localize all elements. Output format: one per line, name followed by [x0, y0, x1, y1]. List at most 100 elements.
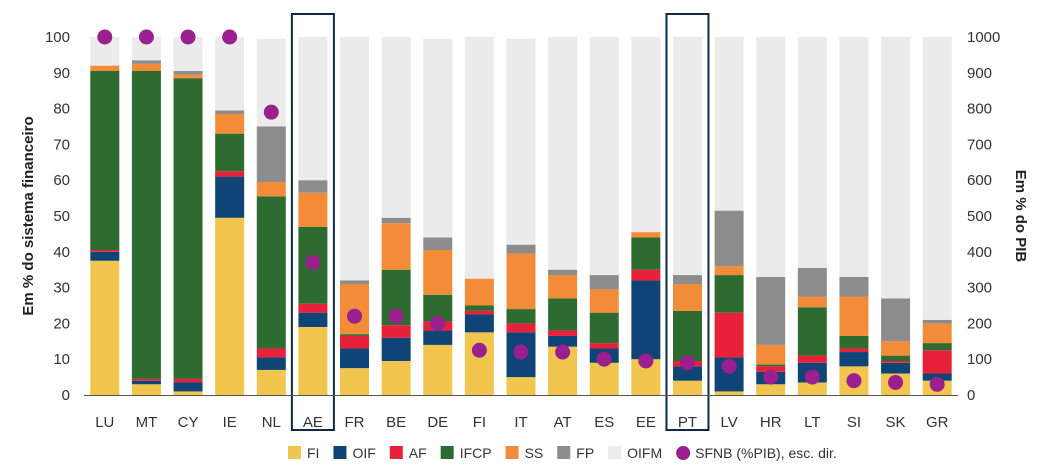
bar-oifm-si — [839, 37, 869, 277]
point-sfnb-mt — [138, 29, 154, 45]
legend: FI OIF AF IFCP SS FP OIFM SFNB (%PIB), esc. dir… — [288, 445, 837, 461]
bar-af-be — [381, 325, 411, 338]
bar-oif-fi — [464, 314, 494, 333]
legend-label: SFNB (%PIB), esc. dir. — [695, 445, 837, 461]
bar-af-ee — [631, 269, 661, 281]
bar-fp-de — [423, 237, 453, 251]
bar-ss-fi — [464, 278, 494, 306]
x-tick-label: SK — [886, 414, 906, 431]
bar-ifcp-at — [548, 298, 578, 331]
bar-ss-nl — [256, 181, 286, 197]
bar-fp-at — [548, 269, 578, 276]
bar-oif-cy — [173, 382, 203, 392]
bar-oifm-de — [423, 38, 453, 238]
bar-ss-lu — [90, 65, 120, 72]
point-sfnb-lu — [97, 29, 113, 45]
y2-tick-label: 800 — [967, 101, 992, 118]
bar-oifm-fr — [340, 37, 370, 281]
bar-ss-pt — [672, 284, 702, 311]
bar-af-mt — [131, 378, 161, 381]
bar-fp-be — [381, 217, 411, 224]
point-sfnb-hr — [763, 369, 779, 385]
y2-tick-label: 600 — [967, 172, 992, 189]
point-sfnb-ae — [305, 255, 321, 271]
bar-af-ie — [215, 171, 245, 177]
y-tick-label: 80 — [53, 101, 70, 118]
x-tick-label: LV — [720, 414, 737, 431]
bar-ss-sk — [881, 341, 911, 356]
bar-af-si — [839, 348, 869, 353]
y-tick-label: 20 — [53, 315, 70, 332]
point-sfnb-sk — [888, 374, 904, 390]
bar-fi-cy — [173, 391, 203, 395]
bar-oif-fr — [340, 348, 370, 369]
bar-oif-ee — [631, 280, 661, 360]
point-sfnb-be — [388, 308, 404, 324]
x-tick-label: DE — [427, 414, 448, 431]
bar-oifm-sk — [881, 37, 911, 299]
legend-item-ss: SS — [505, 445, 543, 461]
bar-oifm-gr — [922, 37, 952, 320]
bar-ss-lt — [797, 296, 827, 308]
highlight-box-pt — [665, 13, 710, 431]
bar-ss-hr — [756, 344, 786, 365]
bar-fp-lv — [714, 210, 744, 267]
point-sfnb-lt — [804, 369, 820, 385]
y-tick-label: 90 — [53, 65, 70, 82]
x-tick-label: FR — [345, 414, 365, 431]
bar-ifcp-gr — [922, 343, 952, 351]
legend-swatch — [557, 446, 571, 459]
highlight-layer — [290, 13, 710, 431]
point-sfnb-de — [430, 315, 446, 331]
x-tick-label: HR — [760, 414, 782, 431]
bar-fp-mt — [131, 60, 161, 64]
point-sfnb-it — [513, 344, 529, 360]
x-tick-label: NL — [262, 414, 281, 431]
point-sfnb-es — [596, 351, 612, 367]
legend-swatch — [505, 446, 519, 459]
bar-oifm-be — [381, 37, 411, 218]
bar-fi-ae — [298, 326, 328, 395]
bar-fp-lt — [797, 267, 827, 297]
y-tick-label: 100 — [45, 29, 70, 46]
legend-swatch — [676, 446, 691, 460]
x-tick-label: CY — [178, 414, 199, 431]
legend-item-oifm: OIFM — [608, 445, 662, 461]
bar-ifcp-ie — [215, 133, 245, 172]
bar-oifm-lt — [797, 37, 827, 268]
x-tick-label: IT — [514, 414, 527, 431]
point-sfnb-fr — [347, 308, 363, 324]
highlight-box-ae — [290, 13, 335, 431]
y-tick-label: 40 — [53, 244, 70, 261]
bar-ifcp-sk — [881, 355, 911, 361]
bar-oif-nl — [256, 357, 286, 370]
bar-ss-es — [589, 289, 619, 313]
legend-item-sfnb: SFNB (%PIB), esc. dir. — [676, 445, 837, 461]
y2-tick-label: 500 — [967, 208, 992, 225]
point-sfnb-fi — [471, 342, 487, 358]
bar-oif-sk — [881, 362, 911, 374]
legend-swatch — [389, 446, 403, 459]
bar-fi-lv — [714, 391, 744, 395]
bar-oifm-mt — [131, 37, 161, 61]
bar-oifm-ie — [215, 37, 245, 111]
bar-af-cy — [173, 378, 203, 383]
bar-ss-lv — [714, 266, 744, 276]
bar-oif-de — [423, 330, 453, 345]
bars-layer — [90, 37, 952, 395]
bar-fi-pt — [672, 380, 702, 395]
bar-oif-si — [839, 352, 869, 367]
bar-oifm-es — [589, 37, 619, 276]
bar-ss-ae — [298, 192, 328, 227]
bar-oif-lu — [90, 251, 120, 261]
bar-ifcp-es — [589, 312, 619, 344]
bar-oifm-ae — [298, 37, 328, 181]
bar-ifcp-fi — [464, 305, 494, 311]
bar-oifm-it — [506, 38, 536, 245]
y2-tick-label: 400 — [967, 244, 992, 261]
bar-oif-ae — [298, 312, 328, 327]
bar-fp-nl — [256, 126, 286, 182]
bar-af-sk — [881, 360, 911, 363]
bar-fi-ie — [215, 217, 245, 395]
